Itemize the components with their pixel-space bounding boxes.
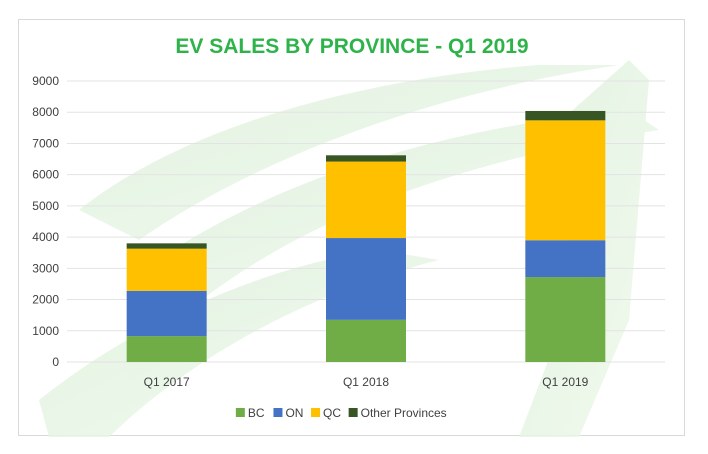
x-tick-label: Q1 2019 [542,375,588,389]
chart-title: EV SALES BY PROVINCE - Q1 2019 [175,35,528,58]
x-tick-label: Q1 2018 [343,375,389,389]
bar-segment-qc [126,248,207,291]
y-axis-ticks: 0 1000 2000 3000 4000 5000 6000 7000 8000 9000 [32,74,59,369]
bar-segment-bc [126,336,207,362]
y-tick-label: 9000 [32,74,59,88]
y-tick-label: 3000 [32,261,59,275]
bar-segment-bc [525,277,606,362]
bar-segment-qc [525,120,606,241]
y-tick-label: 8000 [32,105,59,119]
legend-label: ON [285,406,303,420]
bars [126,110,606,362]
chart-svg: EV SALES BY PROVINCE - Q1 2019 0 1000 2000… [32,35,665,437]
y-tick-label: 0 [52,355,59,369]
bar-segment-on [126,290,207,337]
legend-label: QC [323,406,341,420]
legend-label: Other Provinces [361,406,447,420]
legend-swatch [311,408,321,417]
legend-swatch [273,408,283,417]
chart-frame: EV SALES BY PROVINCE - Q1 2019 0 1000 2000… [18,19,685,437]
x-axis-ticks: Q1 2017 Q1 2018 Q1 2019 [144,375,589,389]
bar-segment-other-provinces [525,110,606,121]
bar-segment-on [326,238,406,320]
y-tick-label: 1000 [32,324,59,338]
legend-swatch [235,408,245,417]
y-tick-label: 5000 [32,199,59,213]
y-tick-label: 2000 [32,293,59,307]
y-tick-label: 7000 [32,136,59,150]
y-tick-label: 4000 [32,230,59,244]
bar-segment-other-provinces [326,155,406,162]
legend-swatch [348,408,358,417]
y-tick-label: 6000 [32,168,59,182]
x-tick-label: Q1 2017 [144,375,190,389]
bar-segment-qc [326,161,406,239]
legend-label: BC [248,406,265,420]
bar-segment-on [525,240,606,278]
bar-segment-bc [326,319,406,362]
bar-segment-other-provinces [126,243,207,249]
legend: BC ON QC Other Provinces [235,406,447,420]
